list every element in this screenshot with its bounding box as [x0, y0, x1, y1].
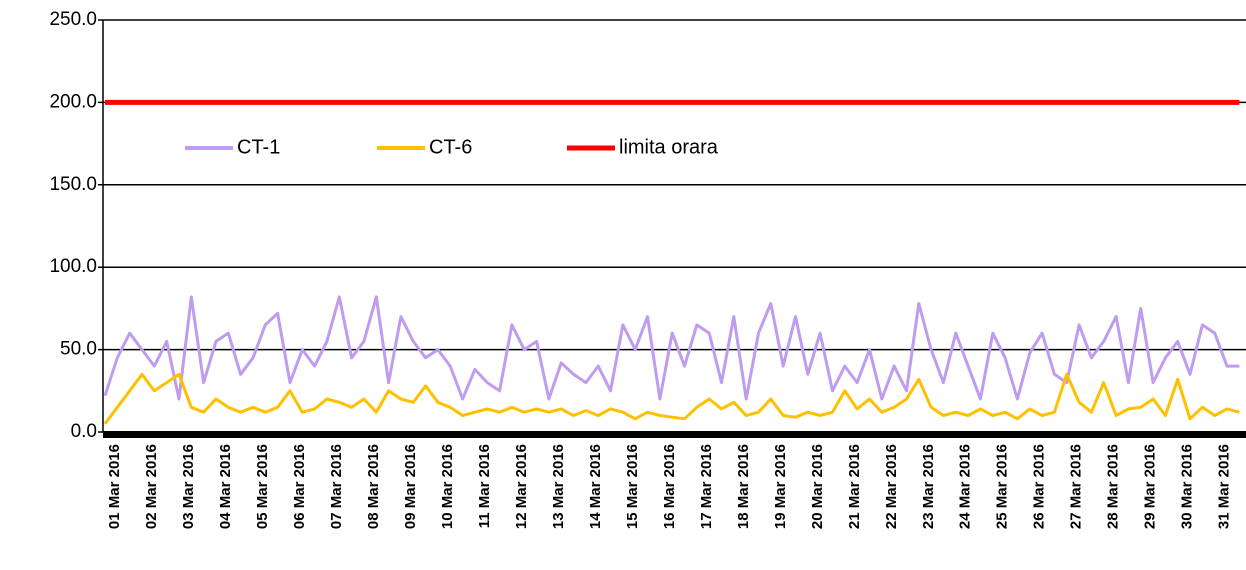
x-tick-label: 17 Mar 2016: [698, 444, 715, 529]
y-tick-label: 50.0: [60, 339, 97, 360]
y-tick-label: 250.0: [49, 9, 97, 30]
x-tick-label: 03 Mar 2016: [180, 444, 197, 529]
x-tick-label: 07 Mar 2016: [328, 444, 345, 529]
legend-label: CT-1: [237, 136, 280, 158]
x-tick-label: 06 Mar 2016: [291, 444, 308, 529]
x-tick-label: 09 Mar 2016: [402, 444, 419, 529]
x-tick-label: 05 Mar 2016: [254, 444, 271, 529]
x-axis: [103, 431, 1246, 438]
x-tick-label: 26 Mar 2016: [1031, 444, 1048, 529]
x-tick-label: 02 Mar 2016: [143, 444, 160, 529]
x-tick-label: 24 Mar 2016: [957, 444, 974, 529]
x-tick-label: 30 Mar 2016: [1179, 444, 1196, 529]
series-line: [103, 372, 1240, 425]
legend-label: CT-6: [429, 136, 472, 158]
x-tick-label: 23 Mar 2016: [920, 444, 937, 529]
y-tick-label: 100.0: [49, 256, 97, 277]
y-tick-label: 150.0: [49, 174, 97, 195]
x-tick-label: 25 Mar 2016: [994, 444, 1011, 529]
x-tick-label: 16 Mar 2016: [661, 444, 678, 529]
y-tick-label: 200.0: [49, 91, 97, 112]
x-tick-label: 18 Mar 2016: [735, 444, 752, 529]
x-tick-label: 14 Mar 2016: [587, 444, 604, 529]
x-tick-label: 20 Mar 2016: [809, 444, 826, 529]
x-tick-label: 13 Mar 2016: [550, 444, 567, 529]
x-tick-label: 31 Mar 2016: [1216, 444, 1233, 529]
x-tick-label: 29 Mar 2016: [1142, 444, 1159, 529]
x-tick-label: 15 Mar 2016: [624, 444, 641, 529]
x-tick-label: 04 Mar 2016: [217, 444, 234, 529]
x-tick-label: 28 Mar 2016: [1105, 444, 1122, 529]
y-tick-label: 0.0: [71, 421, 97, 442]
x-tick-label: 12 Mar 2016: [513, 444, 530, 529]
x-tick-label: 10 Mar 2016: [439, 444, 456, 529]
x-tick-label: 22 Mar 2016: [883, 444, 900, 529]
x-tick-label: 11 Mar 2016: [476, 444, 493, 528]
x-tick-label: 21 Mar 2016: [846, 444, 863, 529]
x-tick-label: 08 Mar 2016: [365, 444, 382, 529]
x-tick-label: 19 Mar 2016: [772, 444, 789, 529]
x-tick-label: 27 Mar 2016: [1068, 444, 1085, 529]
x-tick-label: 01 Mar 2016: [106, 444, 123, 529]
series-line: [103, 295, 1240, 401]
legend-label: limita orara: [619, 136, 719, 158]
